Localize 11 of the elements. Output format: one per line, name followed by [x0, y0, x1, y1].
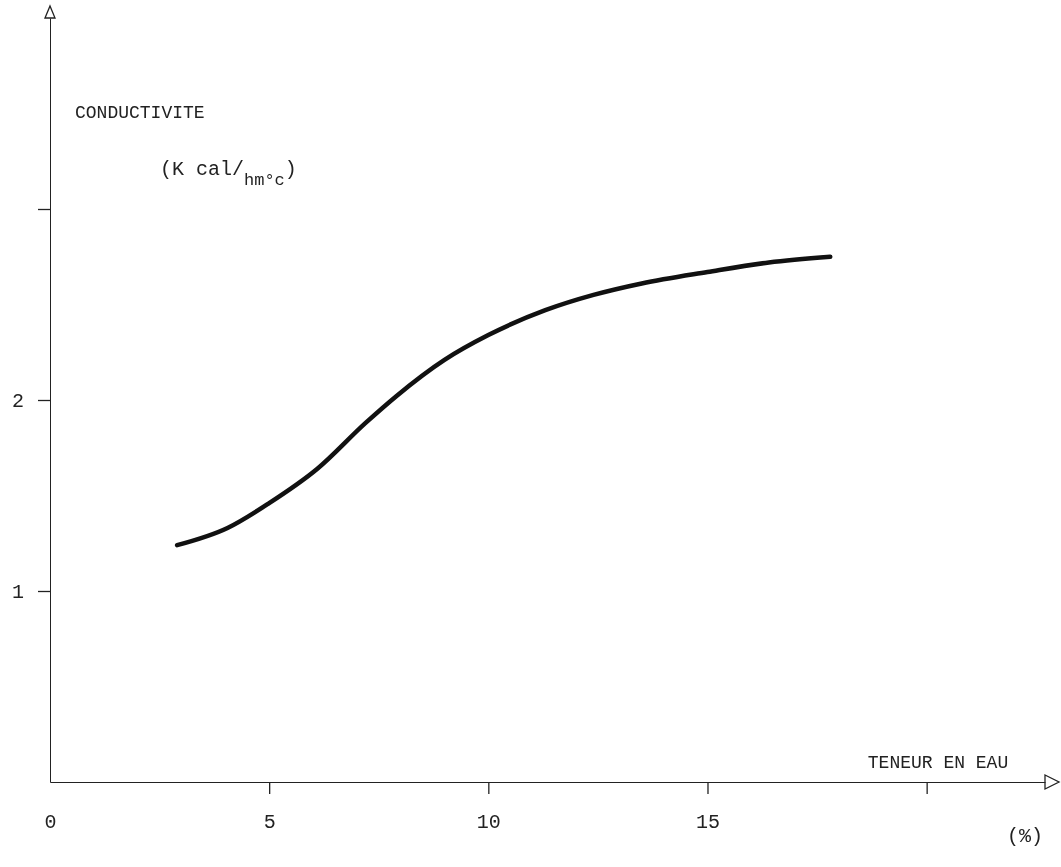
- x-tick-label: 0: [44, 811, 57, 835]
- x-axis-title: TENEUR EN EAU: [867, 753, 1009, 773]
- x-tick-label: 5: [263, 811, 276, 835]
- text: (%): [1006, 825, 1044, 848]
- y-tick-label: 2: [11, 389, 24, 413]
- annotation: (K cal/$_{hm°c}$): [160, 158, 297, 190]
- x-tick-label: 10: [476, 811, 501, 835]
- y-axis-title: CONDUCTIVITE: [75, 103, 205, 123]
- line-series: [174, 254, 833, 548]
- x-tick-label: 15: [695, 811, 720, 835]
- y-tick-label: 1: [11, 580, 24, 604]
